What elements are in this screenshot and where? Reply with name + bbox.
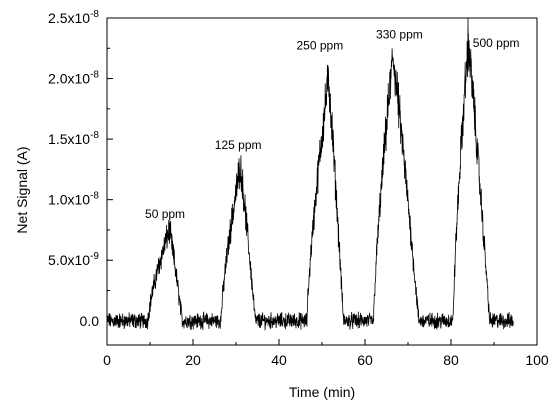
y-axis-title: Net Signal (A) bbox=[14, 146, 30, 233]
x-tick-label-5: 100 bbox=[525, 352, 549, 368]
y-tick-label-0: 0.0 bbox=[80, 313, 100, 329]
y-tick-label-2: 1.0x10-8 bbox=[48, 191, 99, 208]
series-line-net-signal bbox=[107, 18, 514, 331]
peak-annotations: 50 ppm 125 ppm 250 ppm 330 ppm 500 ppm bbox=[145, 28, 519, 221]
x-tick-label-2: 40 bbox=[271, 352, 287, 368]
x-tick-label-3: 60 bbox=[357, 352, 373, 368]
plot-area bbox=[107, 18, 514, 331]
peak-label-0: 50 ppm bbox=[145, 207, 185, 221]
peak-label-2: 250 ppm bbox=[296, 38, 343, 52]
x-tick-label-4: 80 bbox=[443, 352, 459, 368]
x-tick-label-0: 0 bbox=[103, 352, 111, 368]
peak-label-1: 125 ppm bbox=[215, 138, 262, 152]
y-tick-label-5: 2.5x10-8 bbox=[48, 9, 99, 26]
peak-label-3: 330 ppm bbox=[376, 28, 423, 42]
y-tick-label-3: 1.5x10-8 bbox=[48, 130, 99, 147]
x-axis-ticks: 0 20 40 60 80 100 bbox=[103, 339, 549, 368]
y-tick-label-1: 5.0x10-9 bbox=[48, 251, 99, 268]
y-tick-label-4: 2.0x10-8 bbox=[48, 70, 99, 87]
peak-label-4: 500 ppm bbox=[473, 36, 520, 50]
x-axis-title: Time (min) bbox=[289, 384, 355, 400]
x-tick-label-1: 20 bbox=[185, 352, 201, 368]
y-axis-ticks: 0.0 5.0x10-9 1.0x10-8 1.5x10-8 2.0x10-8 2.5x1… bbox=[48, 9, 113, 329]
